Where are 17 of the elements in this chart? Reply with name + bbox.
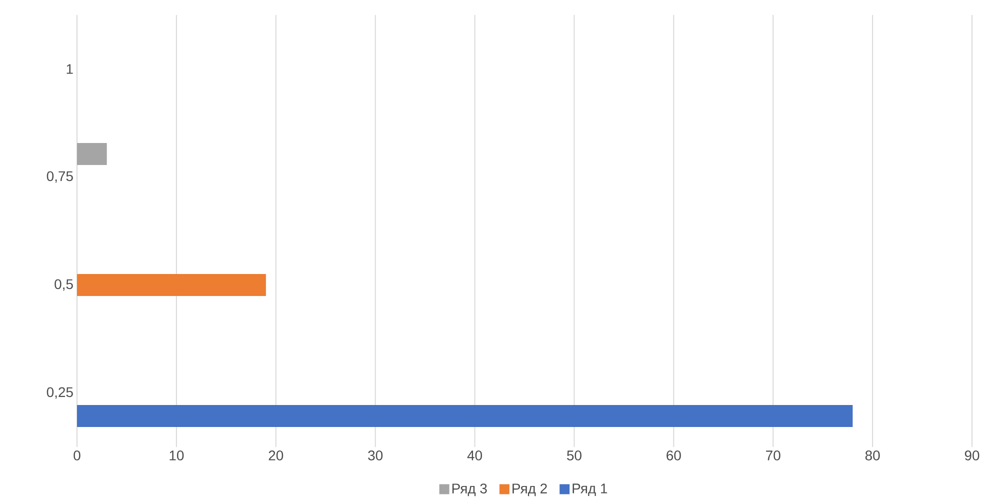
y-tick-label: 0,75 (46, 171, 73, 183)
x-tick-label: 70 (766, 450, 780, 460)
x-tick-label: 80 (865, 450, 880, 460)
legend-label: Ряд 1 (572, 484, 608, 496)
y-tick-label: 0,25 (46, 387, 73, 399)
x-tick-label: 30 (368, 450, 383, 460)
legend-label: Ряд 2 (512, 484, 547, 496)
legend-label: Ряд 3 (452, 484, 487, 496)
x-tick-label: 40 (467, 450, 482, 460)
x-tick-label: 0 (74, 450, 80, 460)
y-tick-label: 0,5 (54, 279, 73, 291)
x-tick-label: 20 (268, 450, 284, 460)
x-tick-label: 90 (964, 450, 980, 460)
x-tick-label: 50 (567, 450, 582, 460)
x-tick-label: 60 (666, 450, 681, 460)
y-tick-label: 1 (66, 64, 73, 74)
x-tick-label: 10 (170, 450, 184, 460)
